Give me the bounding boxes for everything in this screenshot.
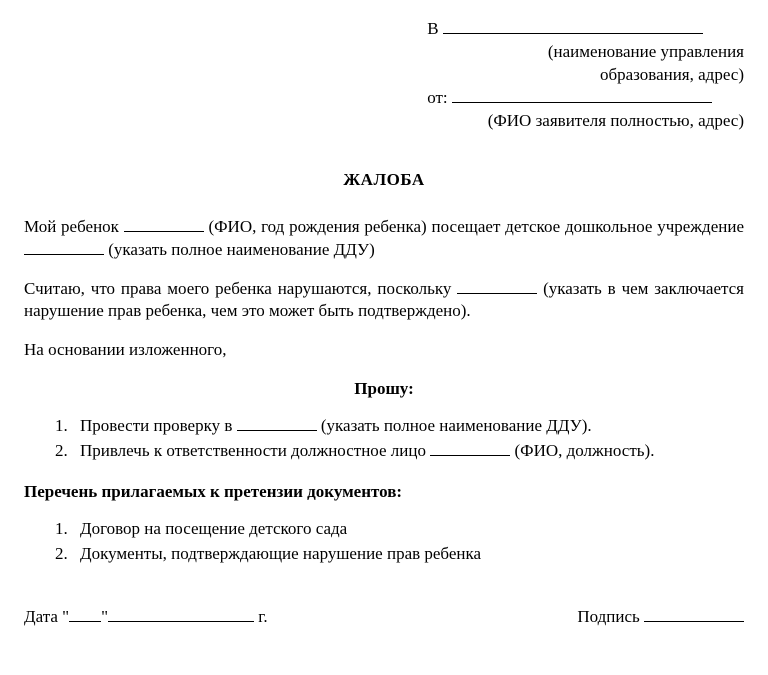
from-sub: (ФИО заявителя полностью, адрес) [427,110,744,133]
r2-text-a: Привлечь к ответственности должностное л… [80,441,430,460]
date-label: Дата [24,607,58,626]
r2-text-b: (ФИО, должность). [510,441,654,460]
p1-text-b: (ФИО, год рождения ребенка) посещает дет… [204,217,744,236]
request-item-1: Провести проверку в (указать полное наим… [72,415,744,438]
p2-blank [457,278,537,293]
to-sub-1: (наименование управления [427,41,744,64]
from-line: от: [427,87,744,110]
footer-row: Дата "" г. Подпись [24,606,744,629]
attachment-item-1: Договор на посещение детского сада [72,518,744,541]
to-prefix: В [427,19,438,38]
request-list: Провести проверку в (указать полное наим… [24,415,744,463]
p2-text-a: Считаю, что права моего ребенка нарушают… [24,279,457,298]
attachments-list: Договор на посещение детского сада Докум… [24,518,744,566]
from-prefix: от: [427,88,447,107]
paragraph-2: Считаю, что права моего ребенка нарушают… [24,278,744,324]
r1-blank [237,416,317,431]
year-suffix: г. [258,607,267,626]
r1-text-b: (указать полное наименование ДДУ). [317,416,592,435]
attachment-item-2: Документы, подтверждающие нарушение прав… [72,543,744,566]
addressee-block: В (наименование управления образования, … [427,18,744,133]
to-blank [443,19,703,34]
p1-blank-2 [24,239,104,254]
signature-block: Подпись [577,606,744,629]
attachments-title: Перечень прилагаемых к претензии докумен… [24,481,744,504]
p1-text-a: Мой ребенок [24,217,124,236]
r1-text-a: Провести проверку в [80,416,237,435]
p1-blank-1 [124,216,204,231]
from-blank [452,88,712,103]
request-title: Прошу: [24,378,744,401]
p1-text-c: (указать полное наименование ДДУ) [104,240,375,259]
paragraph-3: На основании изложенного, [24,339,744,362]
attachments-title-text: Перечень прилагаемых к претензии докумен… [24,482,396,501]
request-item-2: Привлечь к ответственности должностное л… [72,440,744,463]
date-block: Дата "" г. [24,606,268,629]
document-title: ЖАЛОБА [24,169,744,192]
to-sub-2: образования, адрес) [427,64,744,87]
r2-blank [430,441,510,456]
to-line: В [427,18,744,41]
signature-blank [644,607,744,622]
sign-label: Подпись [577,607,639,626]
date-year-blank [218,607,254,622]
paragraph-1: Мой ребенок (ФИО, год рождения ребенка) … [24,216,744,262]
date-day-blank [69,607,101,622]
date-month-blank [108,607,218,622]
